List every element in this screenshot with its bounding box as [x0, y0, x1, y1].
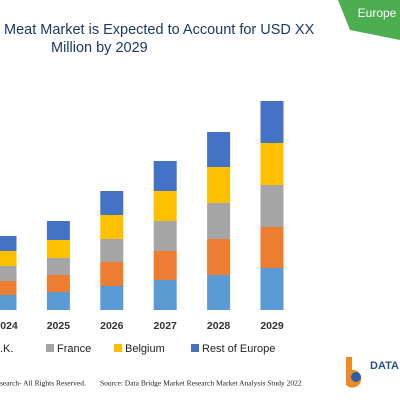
bar-segment: [46, 240, 70, 258]
x-tick-label: 2026: [100, 320, 124, 332]
bar-segment: [153, 280, 177, 310]
bar-segment: [46, 258, 70, 275]
bar-segment: [46, 275, 70, 292]
bar-segment: [260, 268, 284, 310]
bar-segment: [153, 251, 177, 280]
bar-segment: [0, 281, 17, 295]
logo: DATA: [346, 357, 399, 388]
legend-label: .K.: [0, 343, 13, 355]
bar-segment: [153, 161, 177, 191]
bar-segment: [0, 251, 17, 266]
bar-segment: [260, 101, 284, 143]
legend-label: Rest of Europe: [202, 343, 275, 355]
bar-segment: [153, 191, 177, 221]
bar-segment: [100, 262, 124, 286]
bar-segment: [100, 286, 124, 310]
bar-segment: [46, 221, 70, 240]
legend-swatch: [46, 344, 54, 352]
bar-segment: [260, 227, 284, 268]
bar-segment: [0, 236, 17, 251]
logo-text: DATA: [370, 360, 399, 372]
footer-rights: search- All Rights Reserved.: [0, 379, 86, 388]
bar-segment: [0, 295, 17, 310]
title-line: Million by 2029: [51, 40, 148, 56]
bar-segment: [100, 191, 124, 215]
x-tick-label: 2027: [154, 320, 178, 332]
legend-label: France: [57, 343, 91, 355]
bar-segment: [260, 185, 284, 227]
x-tick-label: 2029: [260, 320, 284, 332]
region-label: Europe: [358, 6, 397, 20]
bar-segment: [0, 266, 17, 281]
bar-segment: [207, 239, 231, 275]
legend-swatch: [191, 344, 199, 352]
bar-segment: [46, 292, 70, 310]
legend-swatch: [114, 344, 122, 352]
bar-segment: [207, 275, 231, 310]
bar-segment: [207, 167, 231, 203]
bar-segment: [207, 132, 231, 167]
bar-segment: [100, 215, 124, 239]
bar-segment: [207, 203, 231, 239]
bar-segment: [260, 143, 284, 185]
region-banner: [338, 0, 400, 40]
title-line: Meat Market is Expected to Account for U…: [4, 22, 315, 38]
x-tick-label: 2028: [207, 320, 231, 332]
bar-segment: [153, 221, 177, 251]
footer-source: Source: Data Bridge Market Research Mark…: [100, 379, 302, 388]
x-tick-label: 2025: [47, 320, 71, 332]
legend-label: Belgium: [125, 343, 165, 355]
logo-mark: [346, 357, 362, 388]
logo-dot: [351, 372, 361, 382]
x-tick-label: 024: [0, 320, 18, 332]
bar-segment: [100, 239, 124, 262]
